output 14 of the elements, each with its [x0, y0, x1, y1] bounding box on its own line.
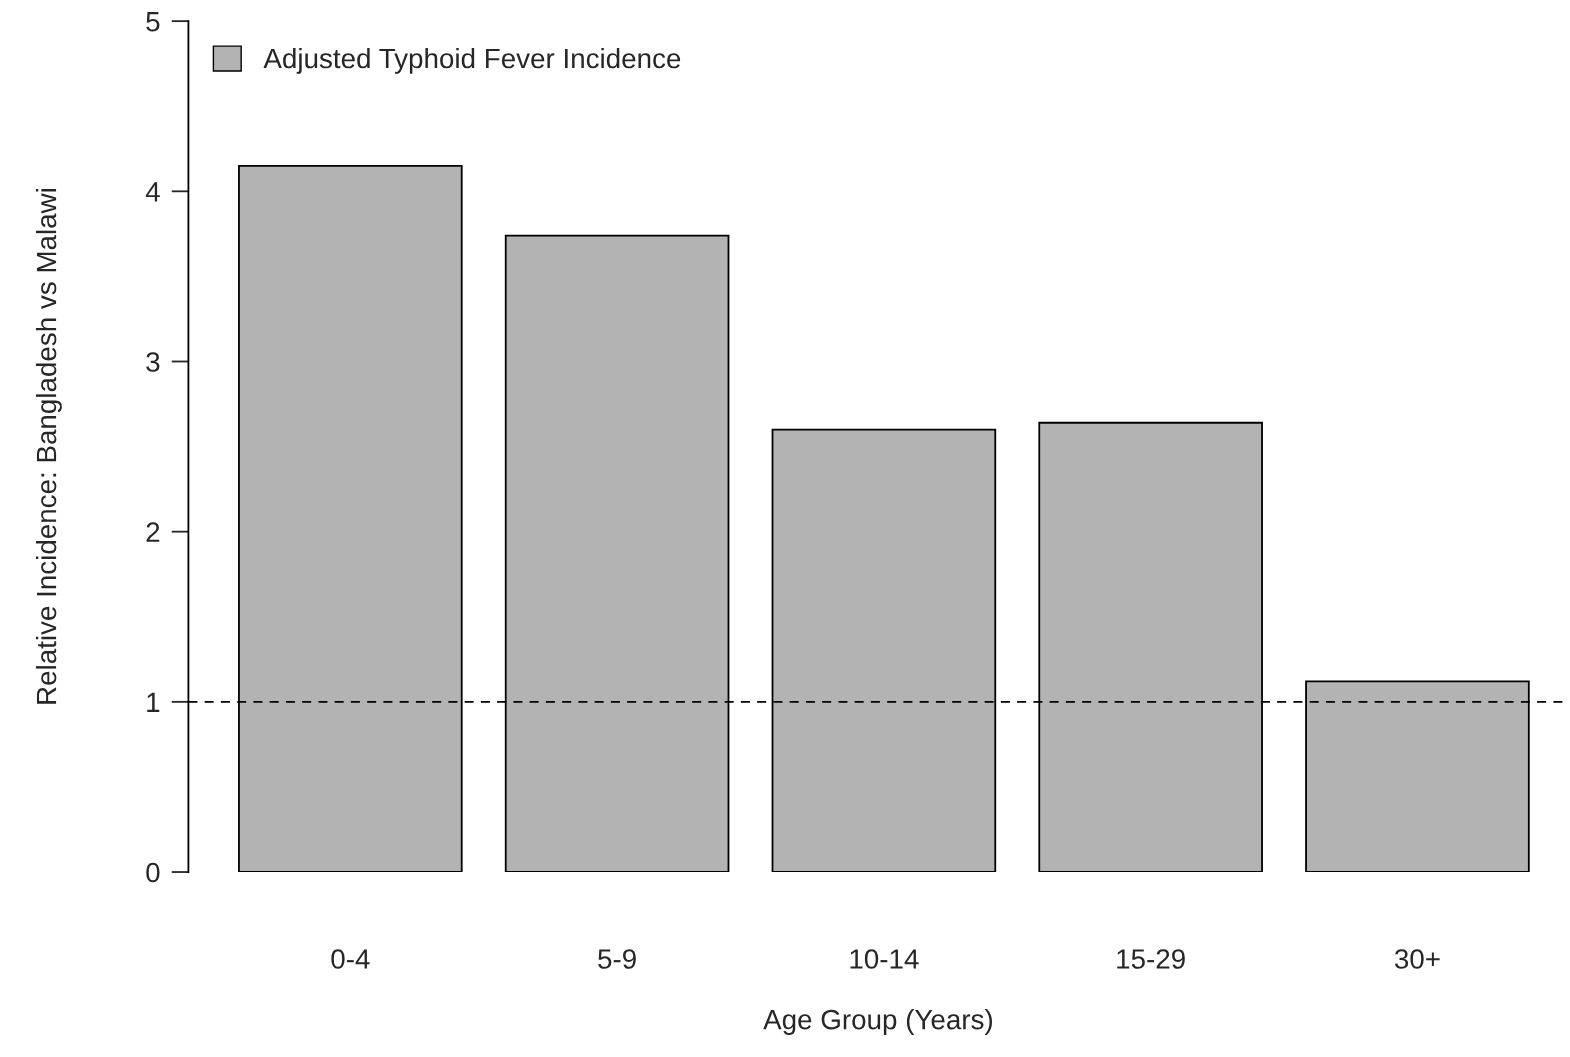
- x-tick-label: 0-4: [331, 949, 370, 969]
- y-tick-label: 5: [146, 12, 160, 32]
- y-tick-label: 2: [146, 522, 160, 542]
- legend-label: Adjusted Typhoid Fever Incidence: [263, 47, 681, 74]
- x-tick-label: 10-14: [850, 949, 919, 969]
- x-tick-label: 5-9: [598, 949, 636, 969]
- y-axis-title: Relative Incidence: Bangladesh vs Malawi: [35, 189, 62, 704]
- y-tick-label: 1: [147, 692, 160, 712]
- y-tick-label: 3: [146, 352, 160, 372]
- x-tick-label: 15-29: [1117, 949, 1185, 969]
- y-tick-label: 4: [145, 182, 160, 202]
- x-tick-label: 30+: [1394, 949, 1440, 969]
- y-tick-label: 0: [146, 862, 160, 883]
- x-axis-title: Age Group (Years): [763, 1009, 992, 1035]
